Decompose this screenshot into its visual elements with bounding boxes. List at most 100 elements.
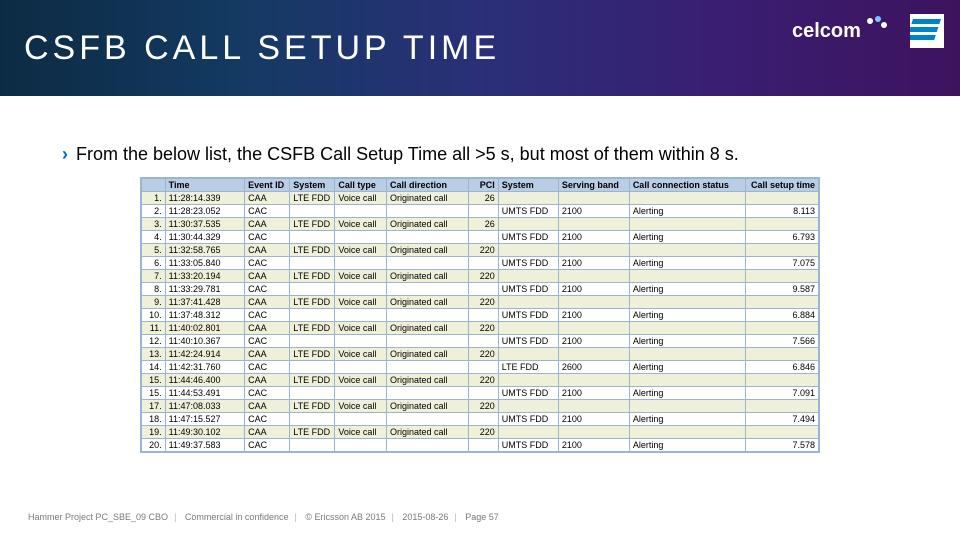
table-cell	[745, 374, 818, 387]
table-cell	[558, 270, 629, 283]
table-cell: 15.	[142, 374, 166, 387]
table-cell: 1.	[142, 192, 166, 205]
table-cell: Voice call	[335, 270, 387, 283]
table-cell	[629, 192, 745, 205]
table-row: 10.11:37:48.312CACUMTS FDD2100Alerting6.…	[142, 309, 819, 322]
table-row: 19.11:49:30.102CAALTE FDDVoice callOrigi…	[142, 426, 819, 439]
table-cell: 220	[468, 374, 498, 387]
table-cell: 9.	[142, 296, 166, 309]
bullet-text: From the below list, the CSFB Call Setup…	[76, 144, 739, 165]
table-cell	[335, 335, 387, 348]
table-cell: 4.	[142, 231, 166, 244]
table-cell: 2100	[558, 439, 629, 452]
table-cell: CAA	[245, 322, 290, 335]
table-cell: LTE FDD	[290, 426, 335, 439]
table-cell: 11:49:37.583	[165, 439, 245, 452]
table-cell: 11:40:10.367	[165, 335, 245, 348]
table-cell: CAA	[245, 270, 290, 283]
table-cell: 11:37:48.312	[165, 309, 245, 322]
table-cell: Voice call	[335, 296, 387, 309]
table-cell	[558, 322, 629, 335]
ericsson-logo	[910, 14, 944, 48]
table-cell: 11:33:29.781	[165, 283, 245, 296]
table-cell: Voice call	[335, 426, 387, 439]
table-cell: CAA	[245, 296, 290, 309]
table-cell	[290, 335, 335, 348]
table-cell: Alerting	[629, 283, 745, 296]
table-cell	[498, 296, 558, 309]
table-cell: CAC	[245, 309, 290, 322]
table-cell: 2100	[558, 205, 629, 218]
table-row: 2.11:28:23.052CACUMTS FDD2100Alerting8.1…	[142, 205, 819, 218]
table-cell	[386, 413, 468, 426]
table-cell	[468, 205, 498, 218]
table-row: 20.11:49:37.583CACUMTS FDD2100Alerting7.…	[142, 439, 819, 452]
table-cell: 220	[468, 426, 498, 439]
table-cell: LTE FDD	[290, 374, 335, 387]
table-cell: CAA	[245, 348, 290, 361]
table-cell: 7.566	[745, 335, 818, 348]
table-row: 15.11:44:53.491CACUMTS FDD2100Alerting7.…	[142, 387, 819, 400]
table-cell: 11:47:15.527	[165, 413, 245, 426]
table-cell: 5.	[142, 244, 166, 257]
table-cell	[629, 374, 745, 387]
table-cell	[558, 296, 629, 309]
footer-part: Page 57	[465, 512, 499, 522]
table-cell: LTE FDD	[290, 322, 335, 335]
table-cell	[498, 218, 558, 231]
table-row: 9.11:37:41.428CAALTE FDDVoice callOrigin…	[142, 296, 819, 309]
table-cell: UMTS FDD	[498, 283, 558, 296]
table-cell: CAC	[245, 257, 290, 270]
table-cell	[558, 400, 629, 413]
table-cell	[386, 231, 468, 244]
table-cell: 7.075	[745, 257, 818, 270]
table-cell: 2100	[558, 387, 629, 400]
table-cell	[335, 439, 387, 452]
table-cell	[745, 426, 818, 439]
table-cell: 7.091	[745, 387, 818, 400]
table-row: 12.11:40:10.367CACUMTS FDD2100Alerting7.…	[142, 335, 819, 348]
table-cell: Alerting	[629, 387, 745, 400]
table-cell: Originated call	[386, 192, 468, 205]
table-cell: Alerting	[629, 257, 745, 270]
table-cell: LTE FDD	[290, 192, 335, 205]
table-cell: 11.	[142, 322, 166, 335]
table-cell	[290, 387, 335, 400]
table-cell	[558, 218, 629, 231]
table-cell	[629, 322, 745, 335]
table-cell: 26	[468, 218, 498, 231]
table-cell: 6.793	[745, 231, 818, 244]
table-cell	[629, 270, 745, 283]
table-cell: 2600	[558, 361, 629, 374]
table-cell: LTE FDD	[290, 348, 335, 361]
table-cell: 220	[468, 322, 498, 335]
table-header-cell: Event ID	[245, 179, 290, 192]
table-cell: 8.	[142, 283, 166, 296]
table-row: 14.11:42:31.760CACLTE FDD2600Alerting6.8…	[142, 361, 819, 374]
table-cell	[745, 244, 818, 257]
table-cell	[558, 374, 629, 387]
table-cell	[468, 309, 498, 322]
table-header-cell: Call direction	[386, 179, 468, 192]
table-cell	[745, 270, 818, 283]
table-cell	[335, 309, 387, 322]
footer-part: Commercial in confidence	[185, 512, 289, 522]
table-cell: Originated call	[386, 270, 468, 283]
table-cell	[745, 400, 818, 413]
table-cell: 220	[468, 400, 498, 413]
table-cell: 15.	[142, 387, 166, 400]
table-row: 5.11:32:58.765CAALTE FDDVoice callOrigin…	[142, 244, 819, 257]
table-cell: 12.	[142, 335, 166, 348]
table-cell: UMTS FDD	[498, 309, 558, 322]
table-cell	[335, 387, 387, 400]
table-cell	[290, 439, 335, 452]
table-cell: 11:47:08.033	[165, 400, 245, 413]
table-cell: CAC	[245, 413, 290, 426]
table-cell	[498, 400, 558, 413]
table-cell	[290, 309, 335, 322]
table-cell: Originated call	[386, 244, 468, 257]
table-cell: 220	[468, 244, 498, 257]
table-cell: 8.113	[745, 205, 818, 218]
table-cell: LTE FDD	[290, 218, 335, 231]
table-header-cell: Call type	[335, 179, 387, 192]
